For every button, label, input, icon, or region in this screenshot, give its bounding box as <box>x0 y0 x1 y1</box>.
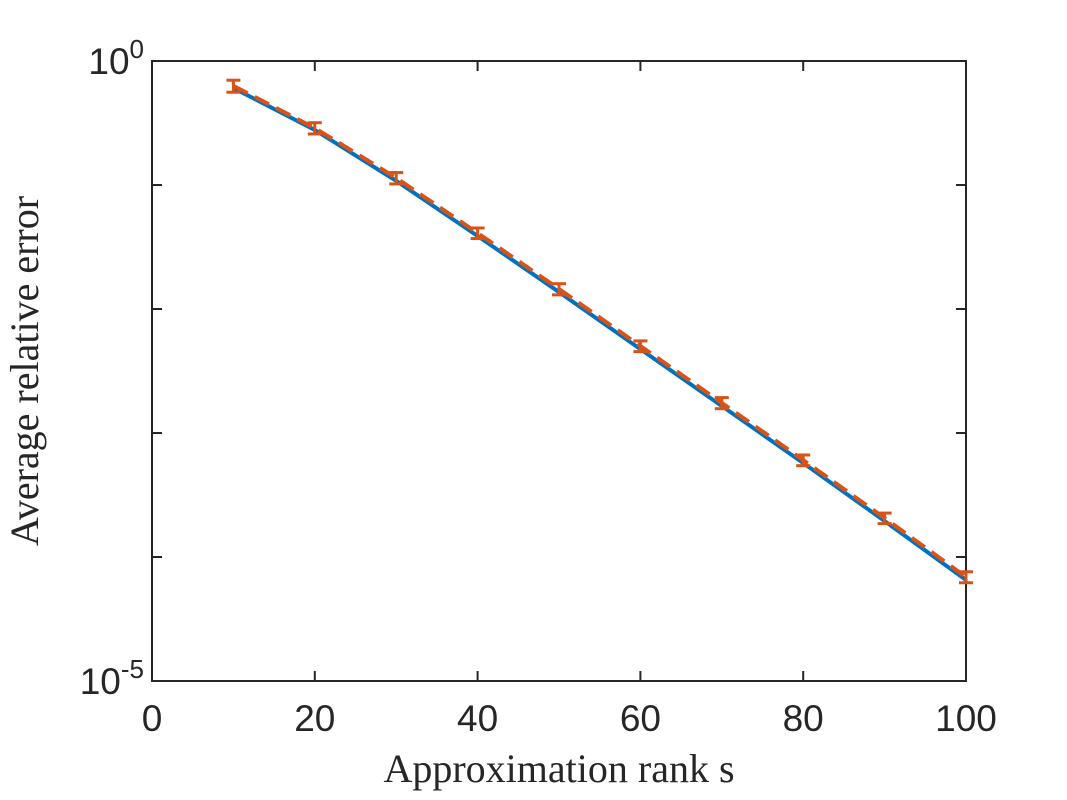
error-bar <box>470 226 485 241</box>
x-tick-label: 100 <box>935 698 997 739</box>
plot-frame <box>151 60 967 682</box>
series-line <box>232 86 968 582</box>
y-tick-label: 10-5 <box>80 654 144 702</box>
x-tick-label: 20 <box>294 698 335 739</box>
series-line <box>232 84 968 579</box>
error-bar <box>633 339 648 354</box>
error-bar <box>877 511 892 526</box>
error-bar <box>959 570 973 585</box>
x-tick-label: 40 <box>457 698 498 739</box>
x-tick-label: 0 <box>142 698 163 739</box>
y-tick-base: 10 <box>88 41 129 82</box>
x-tick-label: 60 <box>620 698 661 739</box>
error-bar <box>552 282 566 297</box>
x-axis-label: Approximation rank s <box>383 746 734 791</box>
y-tick-label: 100 <box>88 34 144 82</box>
error-bar <box>389 171 404 186</box>
error-bar <box>796 453 811 468</box>
y-tick-exponent: -5 <box>121 654 144 684</box>
y-tick-exponent: 0 <box>130 34 144 64</box>
error-bar <box>714 396 729 411</box>
x-tick-label: 80 <box>783 698 824 739</box>
y-tick-base: 10 <box>80 661 121 702</box>
error-bar <box>307 121 322 136</box>
y-axis-label: Average relative error <box>2 196 47 546</box>
error-bar <box>226 78 241 94</box>
